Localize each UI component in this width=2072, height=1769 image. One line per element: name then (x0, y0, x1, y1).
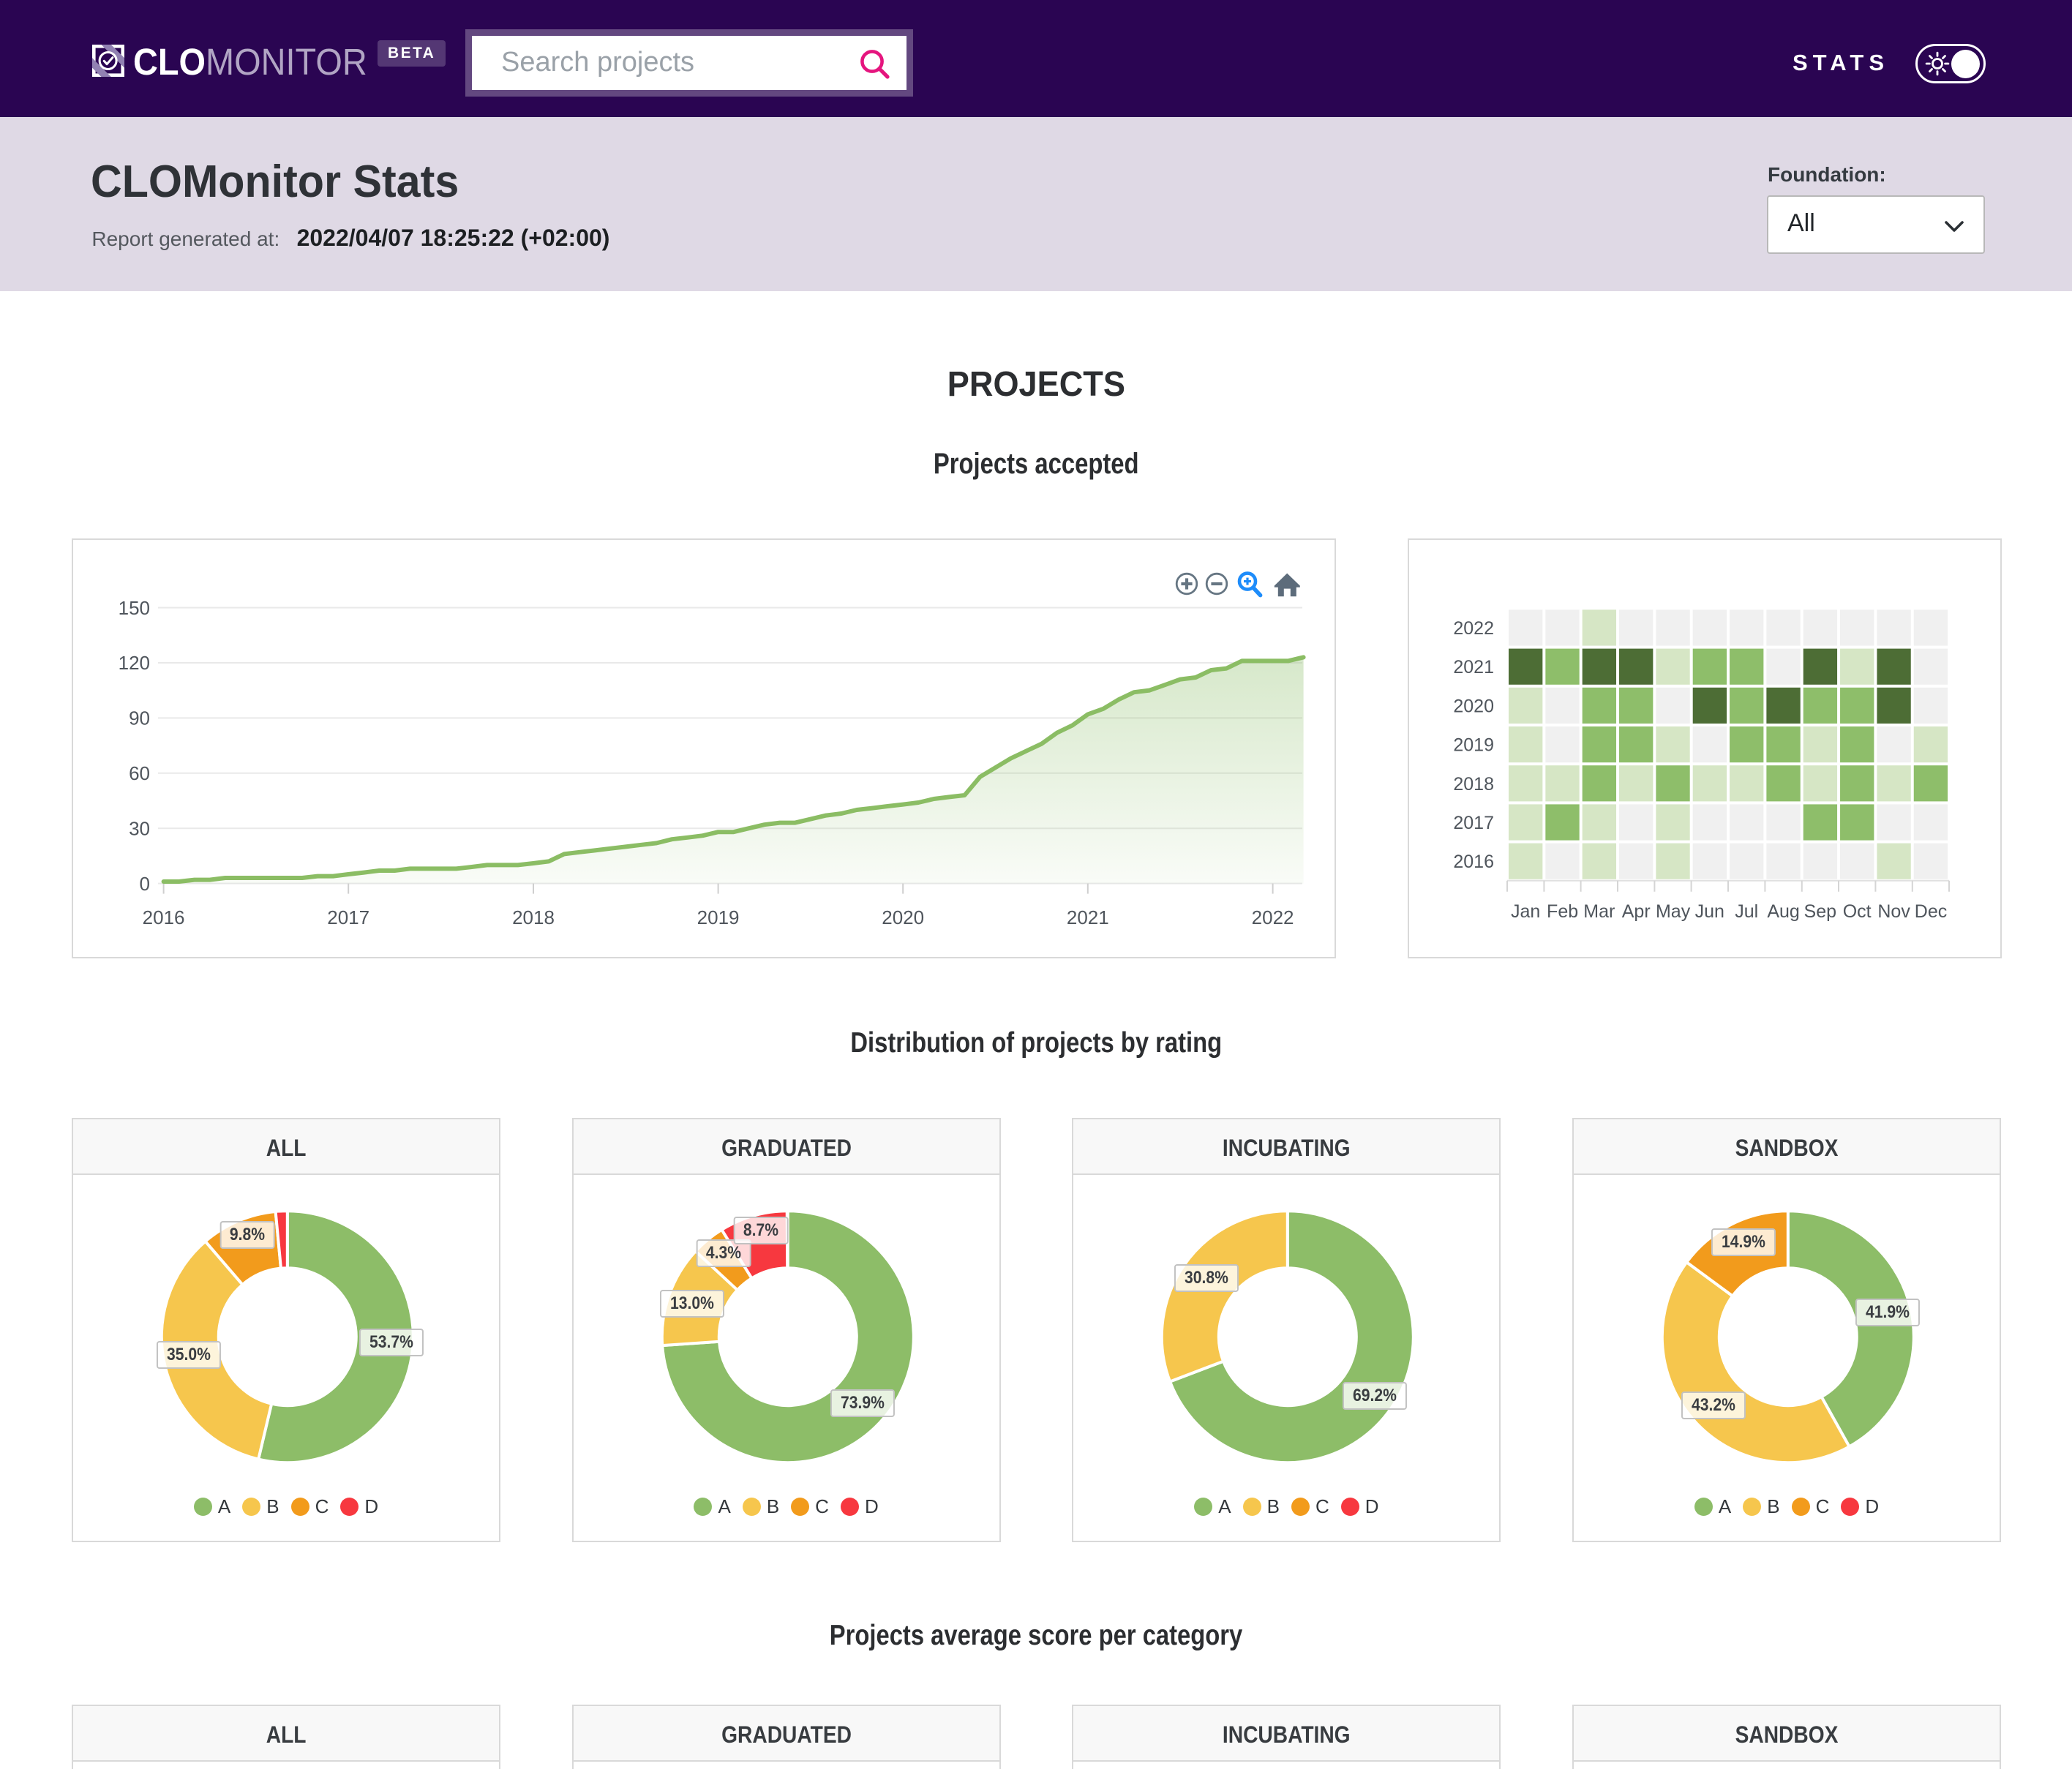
svg-text:Apr: Apr (1622, 901, 1651, 922)
svg-text:150: 150 (119, 597, 150, 619)
svg-text:2016: 2016 (1453, 852, 1494, 872)
svg-text:Dec: Dec (1915, 901, 1947, 922)
svg-text:Oct: Oct (1843, 901, 1872, 922)
svg-text:2022: 2022 (1252, 906, 1294, 928)
svg-text:2021: 2021 (1453, 657, 1494, 677)
svg-text:Sep: Sep (1804, 901, 1836, 922)
svg-text:Nov: Nov (1877, 901, 1910, 922)
svg-text:2021: 2021 (1067, 906, 1109, 928)
svg-text:2019: 2019 (1453, 735, 1494, 756)
svg-text:2018: 2018 (1453, 774, 1494, 795)
svg-text:2017: 2017 (327, 906, 369, 928)
svg-text:Jul: Jul (1735, 901, 1758, 922)
svg-text:Mar: Mar (1583, 901, 1615, 922)
svg-text:2018: 2018 (512, 906, 555, 928)
svg-text:2020: 2020 (1453, 696, 1494, 716)
svg-text:Aug: Aug (1767, 901, 1799, 922)
svg-text:30: 30 (129, 817, 150, 839)
svg-text:120: 120 (119, 652, 150, 674)
svg-text:Feb: Feb (1547, 901, 1578, 922)
svg-text:90: 90 (129, 707, 150, 729)
svg-text:Jun: Jun (1695, 901, 1724, 922)
svg-text:0: 0 (140, 873, 150, 895)
svg-text:May: May (1656, 901, 1691, 922)
svg-text:2020: 2020 (882, 906, 924, 928)
svg-text:2022: 2022 (1453, 618, 1494, 639)
svg-text:2019: 2019 (697, 906, 740, 928)
svg-text:Jan: Jan (1511, 901, 1540, 922)
svg-text:60: 60 (129, 762, 150, 784)
svg-text:2016: 2016 (143, 906, 185, 928)
svg-text:2017: 2017 (1453, 813, 1494, 833)
